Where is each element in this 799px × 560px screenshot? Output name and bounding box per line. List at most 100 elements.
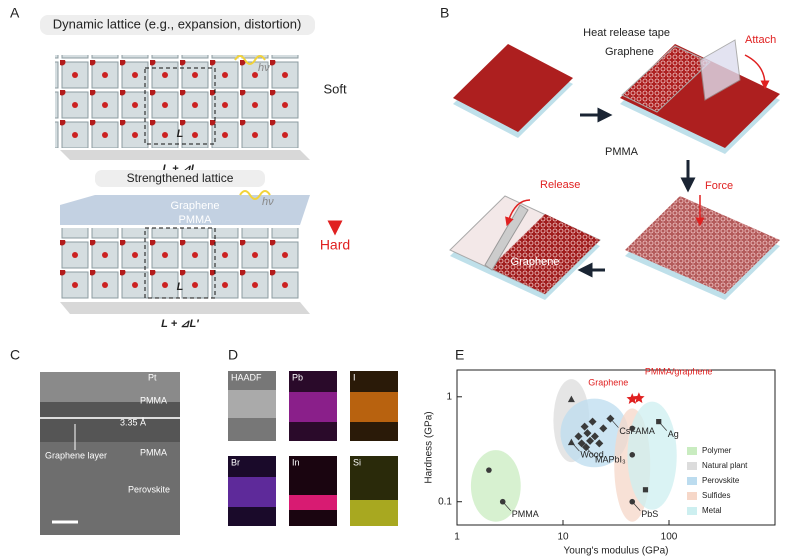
pmma: PMMA xyxy=(179,214,213,226)
photon: hν xyxy=(262,196,274,208)
map-tile xyxy=(289,456,337,526)
point-label: PMMA xyxy=(512,509,539,519)
cell: L xyxy=(177,128,184,140)
panel-label: D xyxy=(228,347,238,363)
point xyxy=(626,393,638,404)
point xyxy=(586,436,595,445)
graphene xyxy=(625,196,780,294)
map-tile xyxy=(289,392,337,422)
arrow xyxy=(505,199,531,227)
point-label: Ag xyxy=(668,429,679,439)
leader xyxy=(610,418,619,428)
layer: Graphene layer xyxy=(45,450,107,460)
pmma-film xyxy=(453,44,573,132)
panel-label: A xyxy=(10,5,20,21)
tem-layer xyxy=(40,402,180,442)
region xyxy=(470,450,521,522)
point xyxy=(574,432,583,441)
legend-swatch xyxy=(687,492,697,500)
point xyxy=(629,425,636,432)
legend-swatch xyxy=(687,477,697,485)
leader xyxy=(631,501,641,511)
legend-label: Perovskite xyxy=(702,476,740,485)
y-axis-label: Hardness (GPa) xyxy=(424,411,435,483)
tile-label: In xyxy=(292,457,300,467)
leader xyxy=(658,421,667,431)
leader xyxy=(502,501,511,511)
highlight-label: PMMA/graphene xyxy=(645,367,713,377)
photon: hν xyxy=(258,62,270,74)
soft: Soft xyxy=(323,81,347,96)
point xyxy=(642,487,649,493)
panel-b: B Heat release tape Graphene Attach PMMA… xyxy=(440,5,780,300)
pmma: PMMA xyxy=(140,395,167,405)
substrate xyxy=(60,302,310,314)
tile-label: Si xyxy=(353,457,361,467)
unit-box xyxy=(144,227,216,299)
highlight-label: Graphene xyxy=(588,377,628,387)
x-tick-label: 100 xyxy=(661,532,678,543)
plot-frame xyxy=(456,369,776,526)
legend-swatch xyxy=(687,507,697,515)
substrate xyxy=(60,150,310,160)
leader xyxy=(585,447,595,457)
perovskite: Perovskite xyxy=(128,484,170,494)
legend-swatch xyxy=(687,462,697,470)
map-tile xyxy=(350,500,398,526)
release: Release xyxy=(540,179,580,191)
x-tick-label: 10 xyxy=(557,532,569,543)
light xyxy=(234,55,266,65)
spacing: 3.35 Å xyxy=(120,417,146,427)
point-label: PbS xyxy=(641,509,658,519)
tape-label: Heat release tape xyxy=(583,27,670,39)
panel-label: C xyxy=(10,347,20,363)
panel-c: C Pt PMMA 3.35 Å Graphene layer PMMA Per… xyxy=(10,347,180,535)
light xyxy=(239,190,271,200)
tile-label: I xyxy=(353,372,356,382)
point xyxy=(567,395,575,403)
lattice xyxy=(55,55,300,148)
legend-label: Natural plant xyxy=(702,461,748,470)
point xyxy=(590,432,599,441)
tem-layer xyxy=(40,372,180,402)
point xyxy=(580,422,589,431)
graphene xyxy=(490,214,600,294)
title-bg xyxy=(40,15,315,35)
subtitle: Strengthened lattice xyxy=(127,171,234,185)
point xyxy=(486,467,492,473)
cell: L xyxy=(177,281,184,293)
panel-d: D HAADF Pb I Br In Si xyxy=(228,347,398,526)
attach: Attach xyxy=(745,34,776,46)
leader xyxy=(571,441,580,452)
point xyxy=(629,451,636,458)
point xyxy=(577,439,586,448)
legend-label: Metal xyxy=(702,506,722,515)
point-label: CsFAMA xyxy=(619,426,655,436)
graphene-sheet xyxy=(60,195,310,225)
point xyxy=(567,438,575,446)
graphene-label: Graphene xyxy=(511,256,560,268)
panel-e: E 1 10 100 0.1 1 Young's modulus (GPa) Hardnes… xyxy=(424,347,776,557)
force: Force xyxy=(705,180,733,192)
subtitle-bg xyxy=(95,170,265,187)
pmma-label: PMMA xyxy=(605,146,639,158)
point xyxy=(588,417,597,426)
panel-label: B xyxy=(440,5,449,21)
arrow xyxy=(744,54,770,90)
pmma: PMMA xyxy=(140,447,167,457)
title: Dynamic lattice (e.g., expansion, distor… xyxy=(53,16,302,31)
legend-label: Sulfides xyxy=(702,491,730,500)
tile-label: Br xyxy=(231,457,240,467)
tape xyxy=(699,39,741,101)
point xyxy=(595,439,604,448)
map-tile xyxy=(289,495,337,510)
lattice xyxy=(60,228,300,300)
y-tick-label: 1 xyxy=(446,391,452,402)
point xyxy=(583,429,592,438)
map-tile xyxy=(350,392,398,422)
graphene: Graphene xyxy=(171,200,220,212)
region xyxy=(627,401,677,510)
pt: Pt xyxy=(148,372,157,382)
map-tile xyxy=(228,390,276,418)
